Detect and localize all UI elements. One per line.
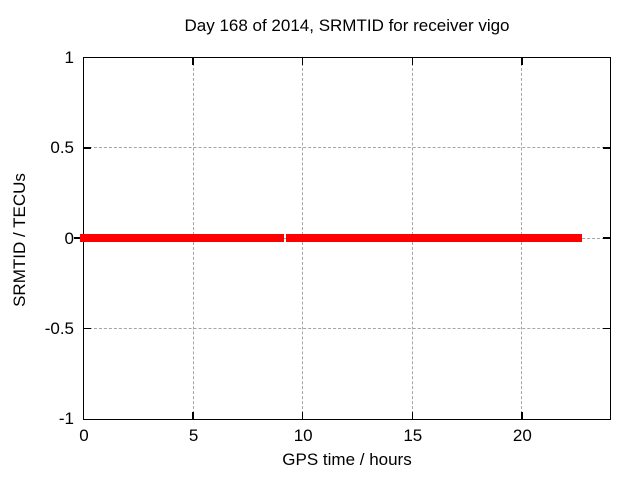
y-tick-label: 0.5 [50, 138, 74, 158]
x-tick-bottom [411, 411, 413, 419]
y-tick-label: -0.5 [44, 318, 74, 338]
data-series-segment [79, 234, 284, 242]
y-tick-label: 0 [64, 228, 74, 248]
x-tick-bottom [301, 411, 304, 419]
y-zero-outer-tick [74, 237, 81, 239]
x-tick-bottom [521, 411, 523, 419]
y-tick-right [602, 147, 610, 149]
y-tick-left [83, 327, 91, 329]
x-tick-label: 15 [403, 426, 423, 445]
x-tick-top [521, 57, 523, 65]
x-tick-bottom [192, 411, 194, 419]
chart-title: Day 168 of 2014, SRMTID for receiver vig… [184, 16, 510, 35]
x-tick-top [301, 57, 304, 65]
x-tick-label: 0 [79, 426, 89, 445]
plot-area [79, 56, 611, 420]
x-axis-label: GPS time / hours [282, 450, 412, 469]
y-tick-right [602, 237, 610, 239]
x-tick-label: 5 [188, 426, 199, 445]
y-gridline [83, 147, 610, 149]
x-tick-top [192, 57, 194, 65]
x-tick-label: 10 [293, 426, 313, 445]
y-tick-label: 1 [64, 48, 74, 67]
y-tick-label: -1 [58, 409, 74, 428]
y-tick-right [602, 327, 610, 329]
y-tick-left [83, 147, 91, 149]
x-tick-label: 20 [512, 426, 532, 445]
x-tick-top [411, 57, 413, 65]
data-series-segment [285, 234, 294, 242]
data-series-segment [292, 234, 582, 242]
y-gridline [83, 327, 610, 329]
